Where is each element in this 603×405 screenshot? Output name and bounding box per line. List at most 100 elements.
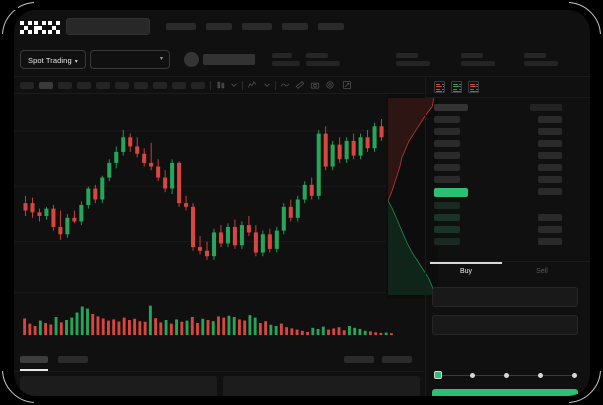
price-candlestick-chart[interactable] <box>14 94 424 299</box>
order-book-view-toggles <box>434 81 479 95</box>
tab-order-history[interactable] <box>58 356 88 363</box>
slider-stop-100[interactable] <box>572 372 577 378</box>
fullscreen-icon[interactable] <box>342 80 352 90</box>
timeframe-button-4[interactable] <box>77 82 91 89</box>
bezel-mask-right <box>589 34 603 371</box>
orderbook-spread-row[interactable] <box>434 188 468 197</box>
trading-mode-label: Spot Trading <box>28 56 72 65</box>
chevron-down-icon[interactable] <box>262 80 272 90</box>
orderbook-both-icon[interactable] <box>434 81 445 93</box>
okx-logo[interactable] <box>20 21 60 34</box>
orderbook-col-header-left <box>434 104 468 111</box>
orderbook-ask-qty <box>538 116 562 123</box>
indicators-icon[interactable] <box>247 80 257 90</box>
timeframe-button-6[interactable] <box>115 82 129 89</box>
ruler-icon[interactable] <box>295 80 305 90</box>
order-price-field[interactable] <box>432 287 578 307</box>
slider-handle[interactable] <box>434 371 442 379</box>
orderbook-ask-row[interactable] <box>434 164 460 171</box>
order-form-tabs: Buy Sell <box>426 261 590 281</box>
order-amount-field[interactable] <box>432 315 578 335</box>
timeframe-button-8[interactable] <box>153 82 167 89</box>
tab-open-orders[interactable] <box>20 356 48 363</box>
slider-stop-75[interactable] <box>538 372 543 378</box>
orderbook-bid-qty <box>538 238 562 245</box>
timeframe-button-7[interactable] <box>134 82 148 89</box>
stat-24h-volume <box>461 53 495 66</box>
orderbook-spread-qty <box>538 188 562 195</box>
timeframe-button-2[interactable] <box>39 82 53 89</box>
orderbook-bid-qty <box>538 226 562 233</box>
nav-item-5[interactable] <box>318 23 344 30</box>
tab-settings[interactable] <box>382 356 412 363</box>
volume-canvas <box>23 305 393 335</box>
orderbook-ask-qty <box>538 140 562 147</box>
tab-buy[interactable]: Buy <box>459 268 473 275</box>
orderbook-ask-row[interactable] <box>434 140 460 147</box>
stat-last-price <box>272 53 300 66</box>
orderbook-bid-row[interactable] <box>434 238 460 245</box>
buy-tab-underline <box>430 262 502 264</box>
nav-item-2[interactable] <box>206 23 232 30</box>
volume-histogram <box>14 299 424 349</box>
top-navigation-bar <box>14 10 590 43</box>
orderbook-bid-row[interactable] <box>434 214 460 221</box>
candlestick-canvas <box>14 115 424 294</box>
submit-buy-button[interactable] <box>432 389 578 396</box>
camera-icon[interactable] <box>310 80 320 90</box>
orderbook-ask-qty <box>538 128 562 135</box>
toolbar-divider-2 <box>242 81 243 90</box>
tab-sell[interactable]: Sell <box>536 268 548 275</box>
order-book-depth-chart <box>386 94 438 299</box>
line-chart-icon[interactable] <box>280 80 290 90</box>
active-tab-underline <box>20 369 48 371</box>
bottom-panels <box>14 372 424 396</box>
nav-item-3[interactable] <box>242 23 272 30</box>
right-sidebar: Buy Sell <box>425 77 590 396</box>
bottom-panel-left[interactable] <box>20 376 217 396</box>
timeframe-button-1[interactable] <box>20 82 34 89</box>
market-info-bar: Spot Trading ▾ ▾ <box>14 43 590 77</box>
order-book[interactable] <box>426 97 590 261</box>
bezel-mask-left <box>0 34 14 371</box>
orders-tab-bar <box>14 349 424 372</box>
orderbook-ask-row[interactable] <box>434 116 460 123</box>
chevron-down-icon: ▾ <box>74 59 78 65</box>
orderbook-ask-qty <box>538 164 562 171</box>
timeframe-button-5[interactable] <box>96 82 110 89</box>
nav-item-4[interactable] <box>282 23 308 30</box>
slider-stop-50[interactable] <box>504 372 509 378</box>
stat-24h-change <box>306 53 340 66</box>
chevron-down-icon: ▾ <box>159 56 163 62</box>
chevron-down-icon[interactable] <box>229 80 239 90</box>
slider-stop-25[interactable] <box>470 372 475 378</box>
tab-assets[interactable] <box>344 356 374 363</box>
orderbook-ask-row[interactable] <box>434 128 460 135</box>
orderbook-ask-row[interactable] <box>434 152 460 159</box>
nav-item-1[interactable] <box>166 23 196 30</box>
timeframe-button-10[interactable] <box>191 82 205 89</box>
orderbook-bid-row[interactable] <box>434 226 460 233</box>
orderbook-ask-qty <box>538 152 562 159</box>
timeframe-button-3[interactable] <box>58 82 72 89</box>
orderbook-bid-row[interactable] <box>434 202 460 209</box>
candlestick-type-icon[interactable] <box>216 80 226 90</box>
trading-mode-selector[interactable]: Spot Trading ▾ <box>20 50 86 69</box>
orderbook-col-header-right <box>530 104 562 111</box>
orderbook-asks-icon[interactable] <box>468 81 479 93</box>
timeframe-button-9[interactable] <box>172 82 186 89</box>
order-percent-slider[interactable] <box>434 370 580 380</box>
search-input[interactable] <box>66 18 150 35</box>
orderbook-ask-row[interactable] <box>434 176 460 183</box>
bezel-mask-tl <box>0 0 18 10</box>
orderbook-bid-qty <box>538 214 562 221</box>
toolbar-divider-1 <box>210 81 211 90</box>
app-screen: Spot Trading ▾ ▾ <box>14 10 590 396</box>
trading-pair-selector[interactable]: ▾ <box>90 50 170 69</box>
depth-canvas <box>386 94 438 299</box>
orderbook-ask-qty <box>538 176 562 183</box>
settings-gear-icon[interactable] <box>325 80 335 90</box>
toolbar-divider-3 <box>275 81 276 90</box>
orderbook-bids-icon[interactable] <box>451 81 462 93</box>
bottom-panel-right[interactable] <box>223 376 420 396</box>
